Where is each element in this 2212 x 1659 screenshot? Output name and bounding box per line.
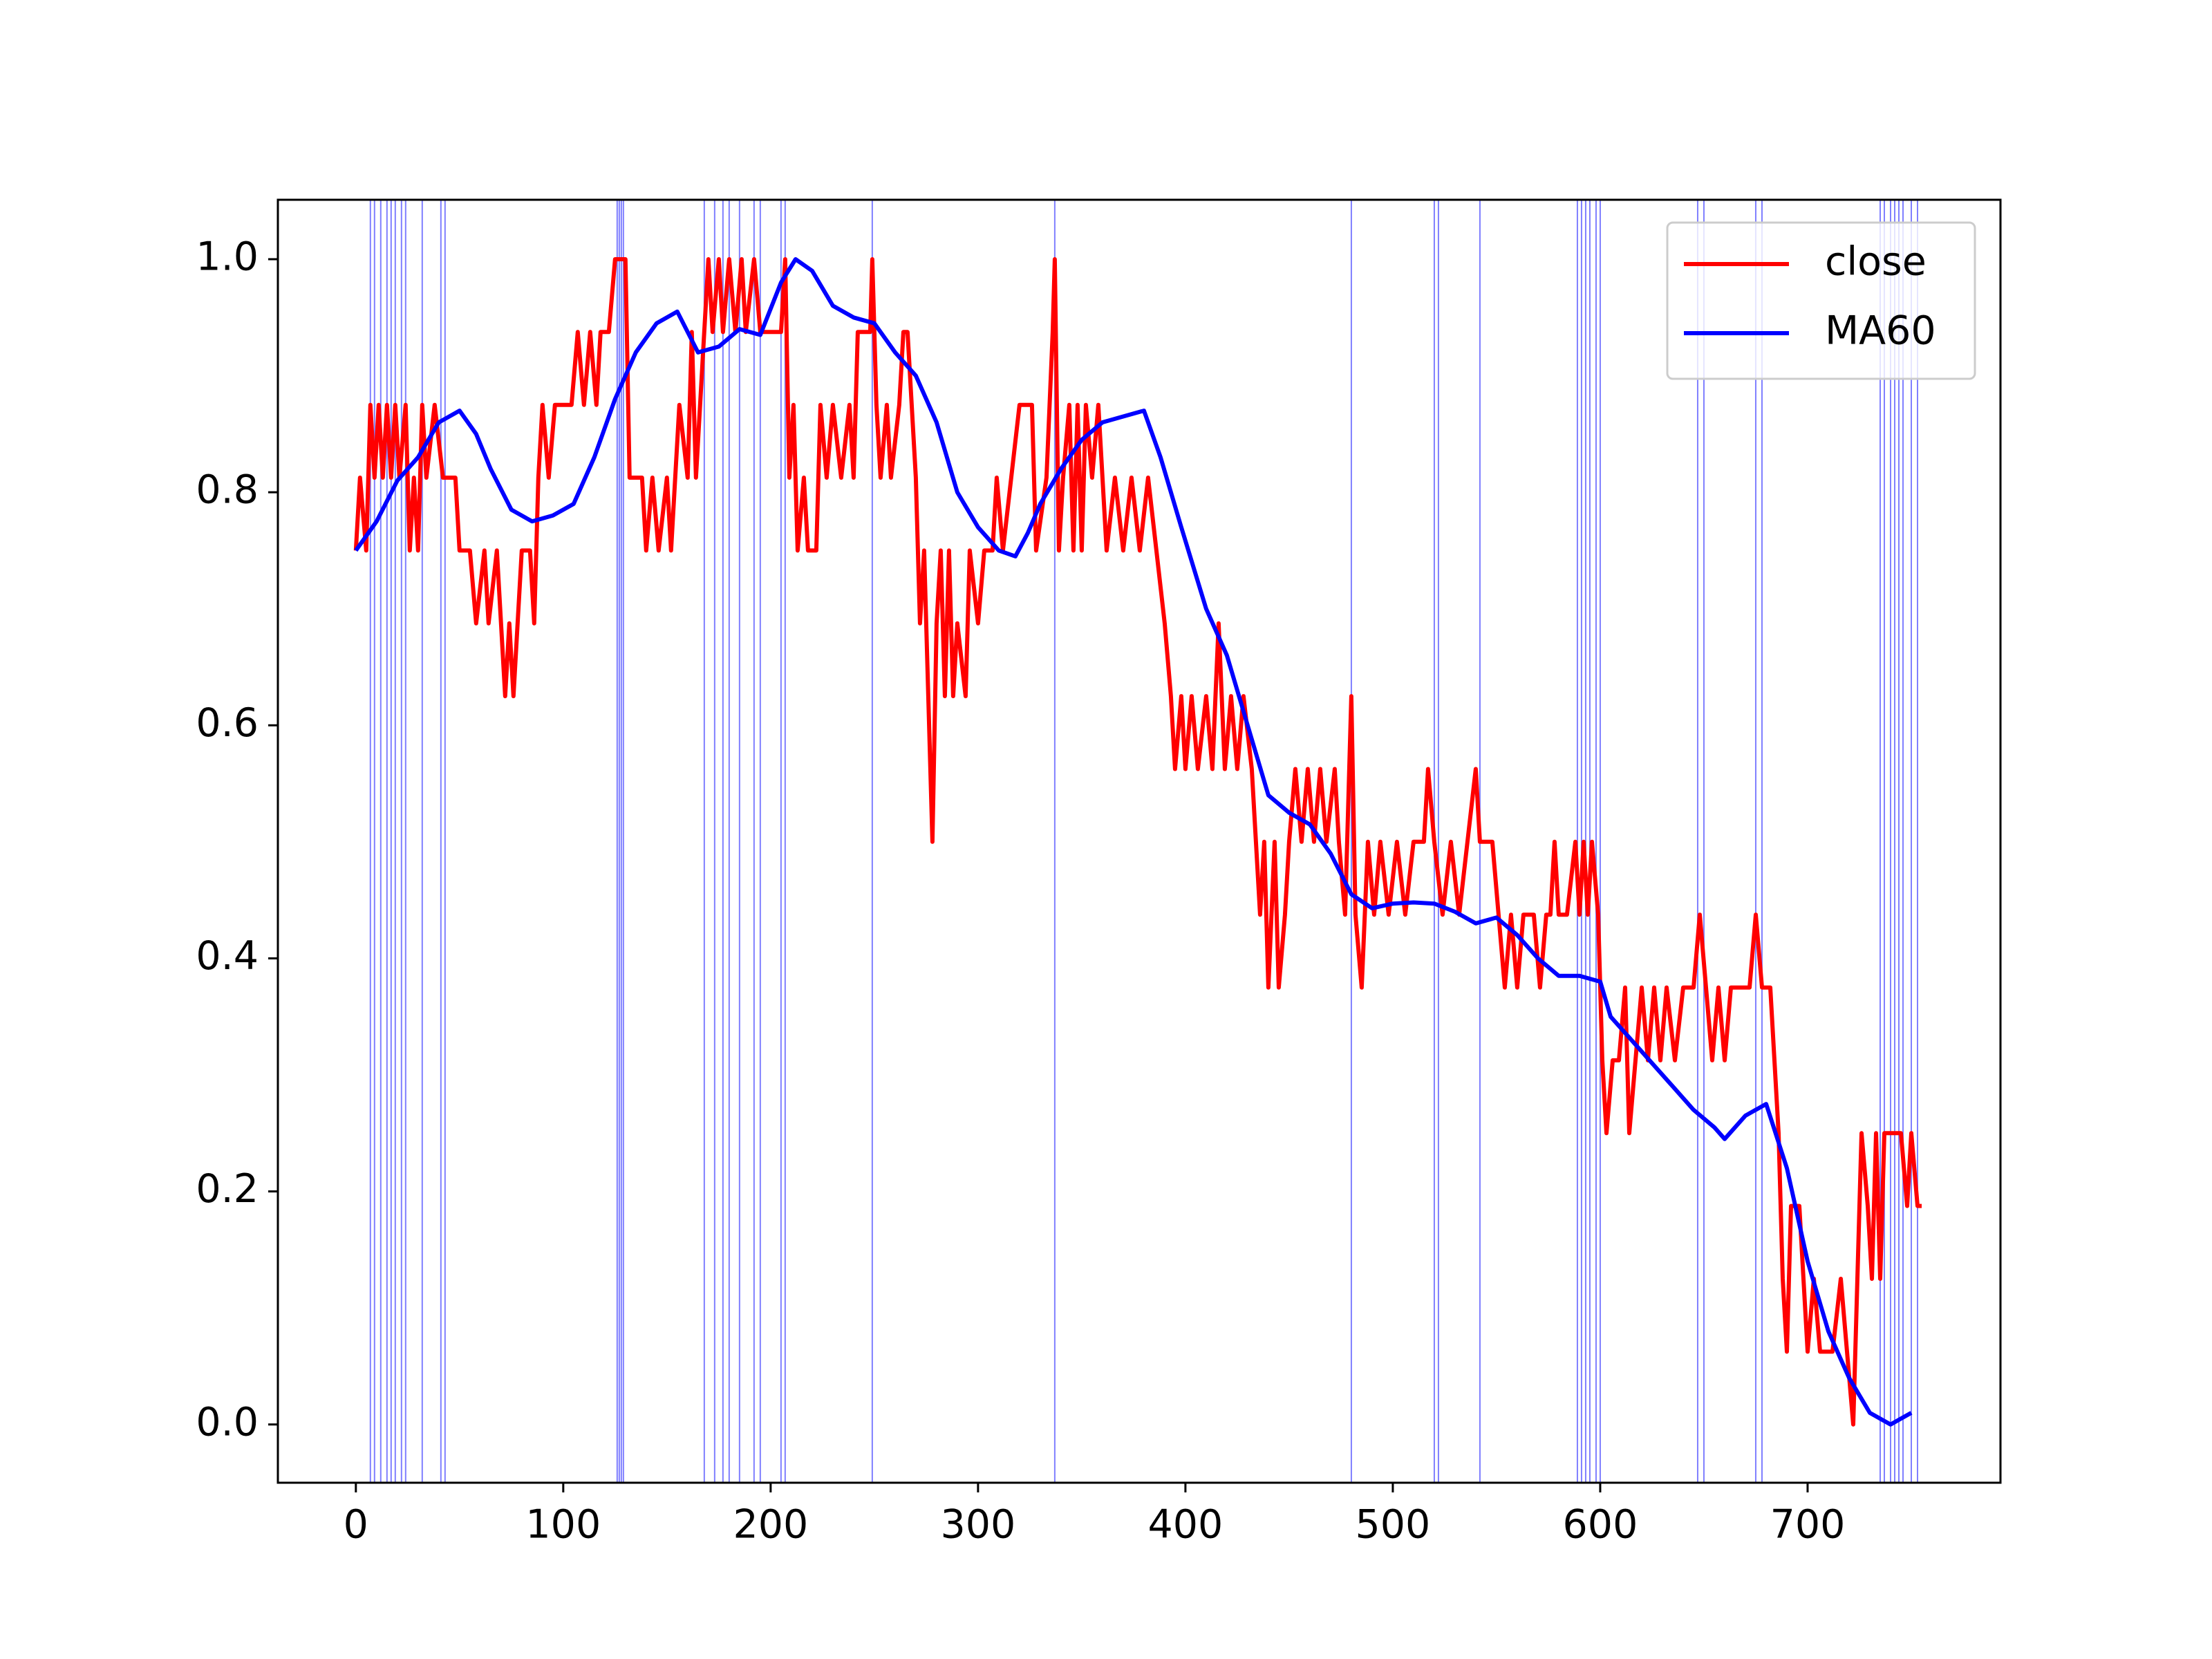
y-tick-label: 0.2 bbox=[196, 1166, 259, 1212]
series-line bbox=[353, 257, 1922, 1427]
x-tick-label: 700 bbox=[1770, 1502, 1846, 1548]
legend-box bbox=[1666, 221, 1976, 380]
legend-label: MA60 bbox=[1825, 308, 1936, 354]
y-tick-label: 0.6 bbox=[196, 700, 259, 746]
series-line bbox=[354, 257, 1913, 1427]
y-tick-label: 0.4 bbox=[196, 933, 259, 979]
y-tick-label: 0.0 bbox=[196, 1399, 259, 1445]
legend-label: close bbox=[1825, 239, 1927, 285]
x-tick-label: 300 bbox=[940, 1502, 1015, 1548]
y-tick-label: 1.0 bbox=[196, 234, 259, 280]
x-tick-label: 100 bbox=[525, 1502, 601, 1548]
x-tick-label: 500 bbox=[1356, 1502, 1431, 1548]
x-tick-label: 400 bbox=[1148, 1502, 1224, 1548]
x-tick-label: 200 bbox=[733, 1502, 808, 1548]
x-tick-label: 0 bbox=[344, 1502, 368, 1548]
x-tick-label: 600 bbox=[1563, 1502, 1638, 1548]
plot-frame bbox=[276, 198, 2002, 1484]
y-tick-label: 0.8 bbox=[196, 467, 259, 513]
